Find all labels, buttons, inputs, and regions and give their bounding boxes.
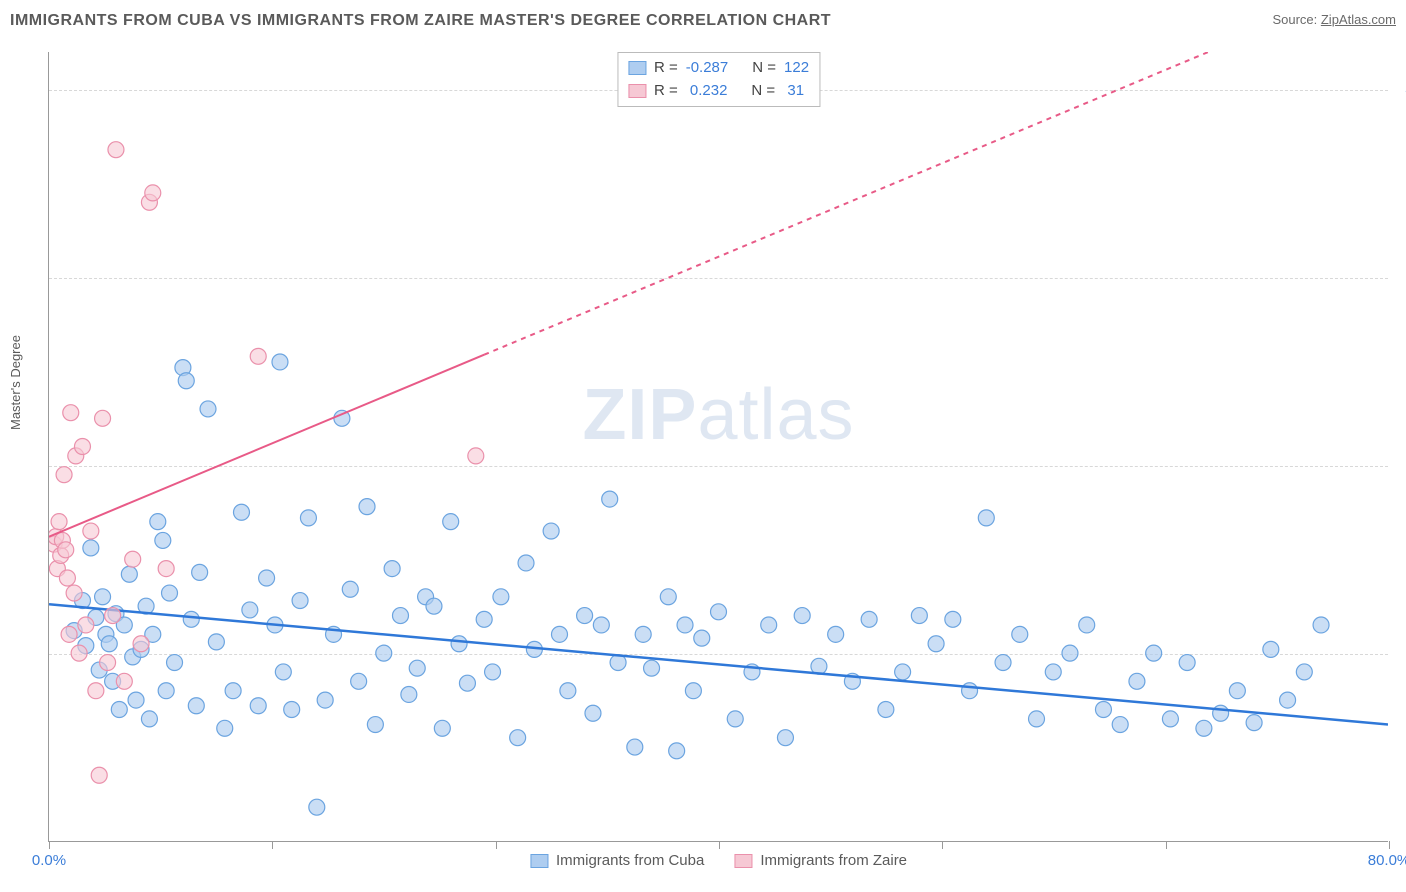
legend-label-cuba: Immigrants from Cuba [556,852,704,869]
source-link[interactable]: ZipAtlas.com [1321,12,1396,27]
y-tick-label: 40.0% [1393,81,1406,98]
x-tick [49,841,50,849]
x-tick [942,841,943,849]
x-tick-label: 80.0% [1368,852,1406,869]
x-tick [272,841,273,849]
legend-label-zaire: Immigrants from Zaire [760,852,907,869]
chart-title: IMMIGRANTS FROM CUBA VS IMMIGRANTS FROM … [10,12,831,30]
legend-item-cuba: Immigrants from Cuba [530,852,704,869]
source-attribution: Source: ZipAtlas.com [1272,12,1396,27]
chart-plot-area: ZIPatlas R = -0.287 N = 122 R = 0.232 N … [48,52,1388,842]
y-axis-label: Master's Degree [8,335,23,430]
y-tick-label: 20.0% [1393,457,1406,474]
swatch-zaire-icon [734,854,752,868]
series-legend: Immigrants from Cuba Immigrants from Zai… [530,852,907,869]
x-tick-label: 0.0% [32,852,66,869]
r-value-cuba: -0.287 [686,57,729,80]
n-value-cuba: 122 [784,57,809,80]
n-value-zaire: 31 [783,80,804,103]
x-tick [496,841,497,849]
x-tick [1389,841,1390,849]
correlation-legend: R = -0.287 N = 122 R = 0.232 N = 31 [617,52,820,107]
header: IMMIGRANTS FROM CUBA VS IMMIGRANTS FROM … [10,12,1396,30]
x-tick [1166,841,1167,849]
scatter-svg [49,52,1388,841]
y-tick-label: 10.0% [1393,645,1406,662]
legend-item-zaire: Immigrants from Zaire [734,852,907,869]
x-tick [719,841,720,849]
swatch-cuba [628,61,646,75]
swatch-cuba-icon [530,854,548,868]
y-tick-label: 30.0% [1393,269,1406,286]
legend-row-cuba: R = -0.287 N = 122 [628,57,809,80]
source-prefix: Source: [1272,12,1320,27]
legend-row-zaire: R = 0.232 N = 31 [628,80,809,103]
swatch-zaire [628,84,646,98]
r-value-zaire: 0.232 [686,80,728,103]
